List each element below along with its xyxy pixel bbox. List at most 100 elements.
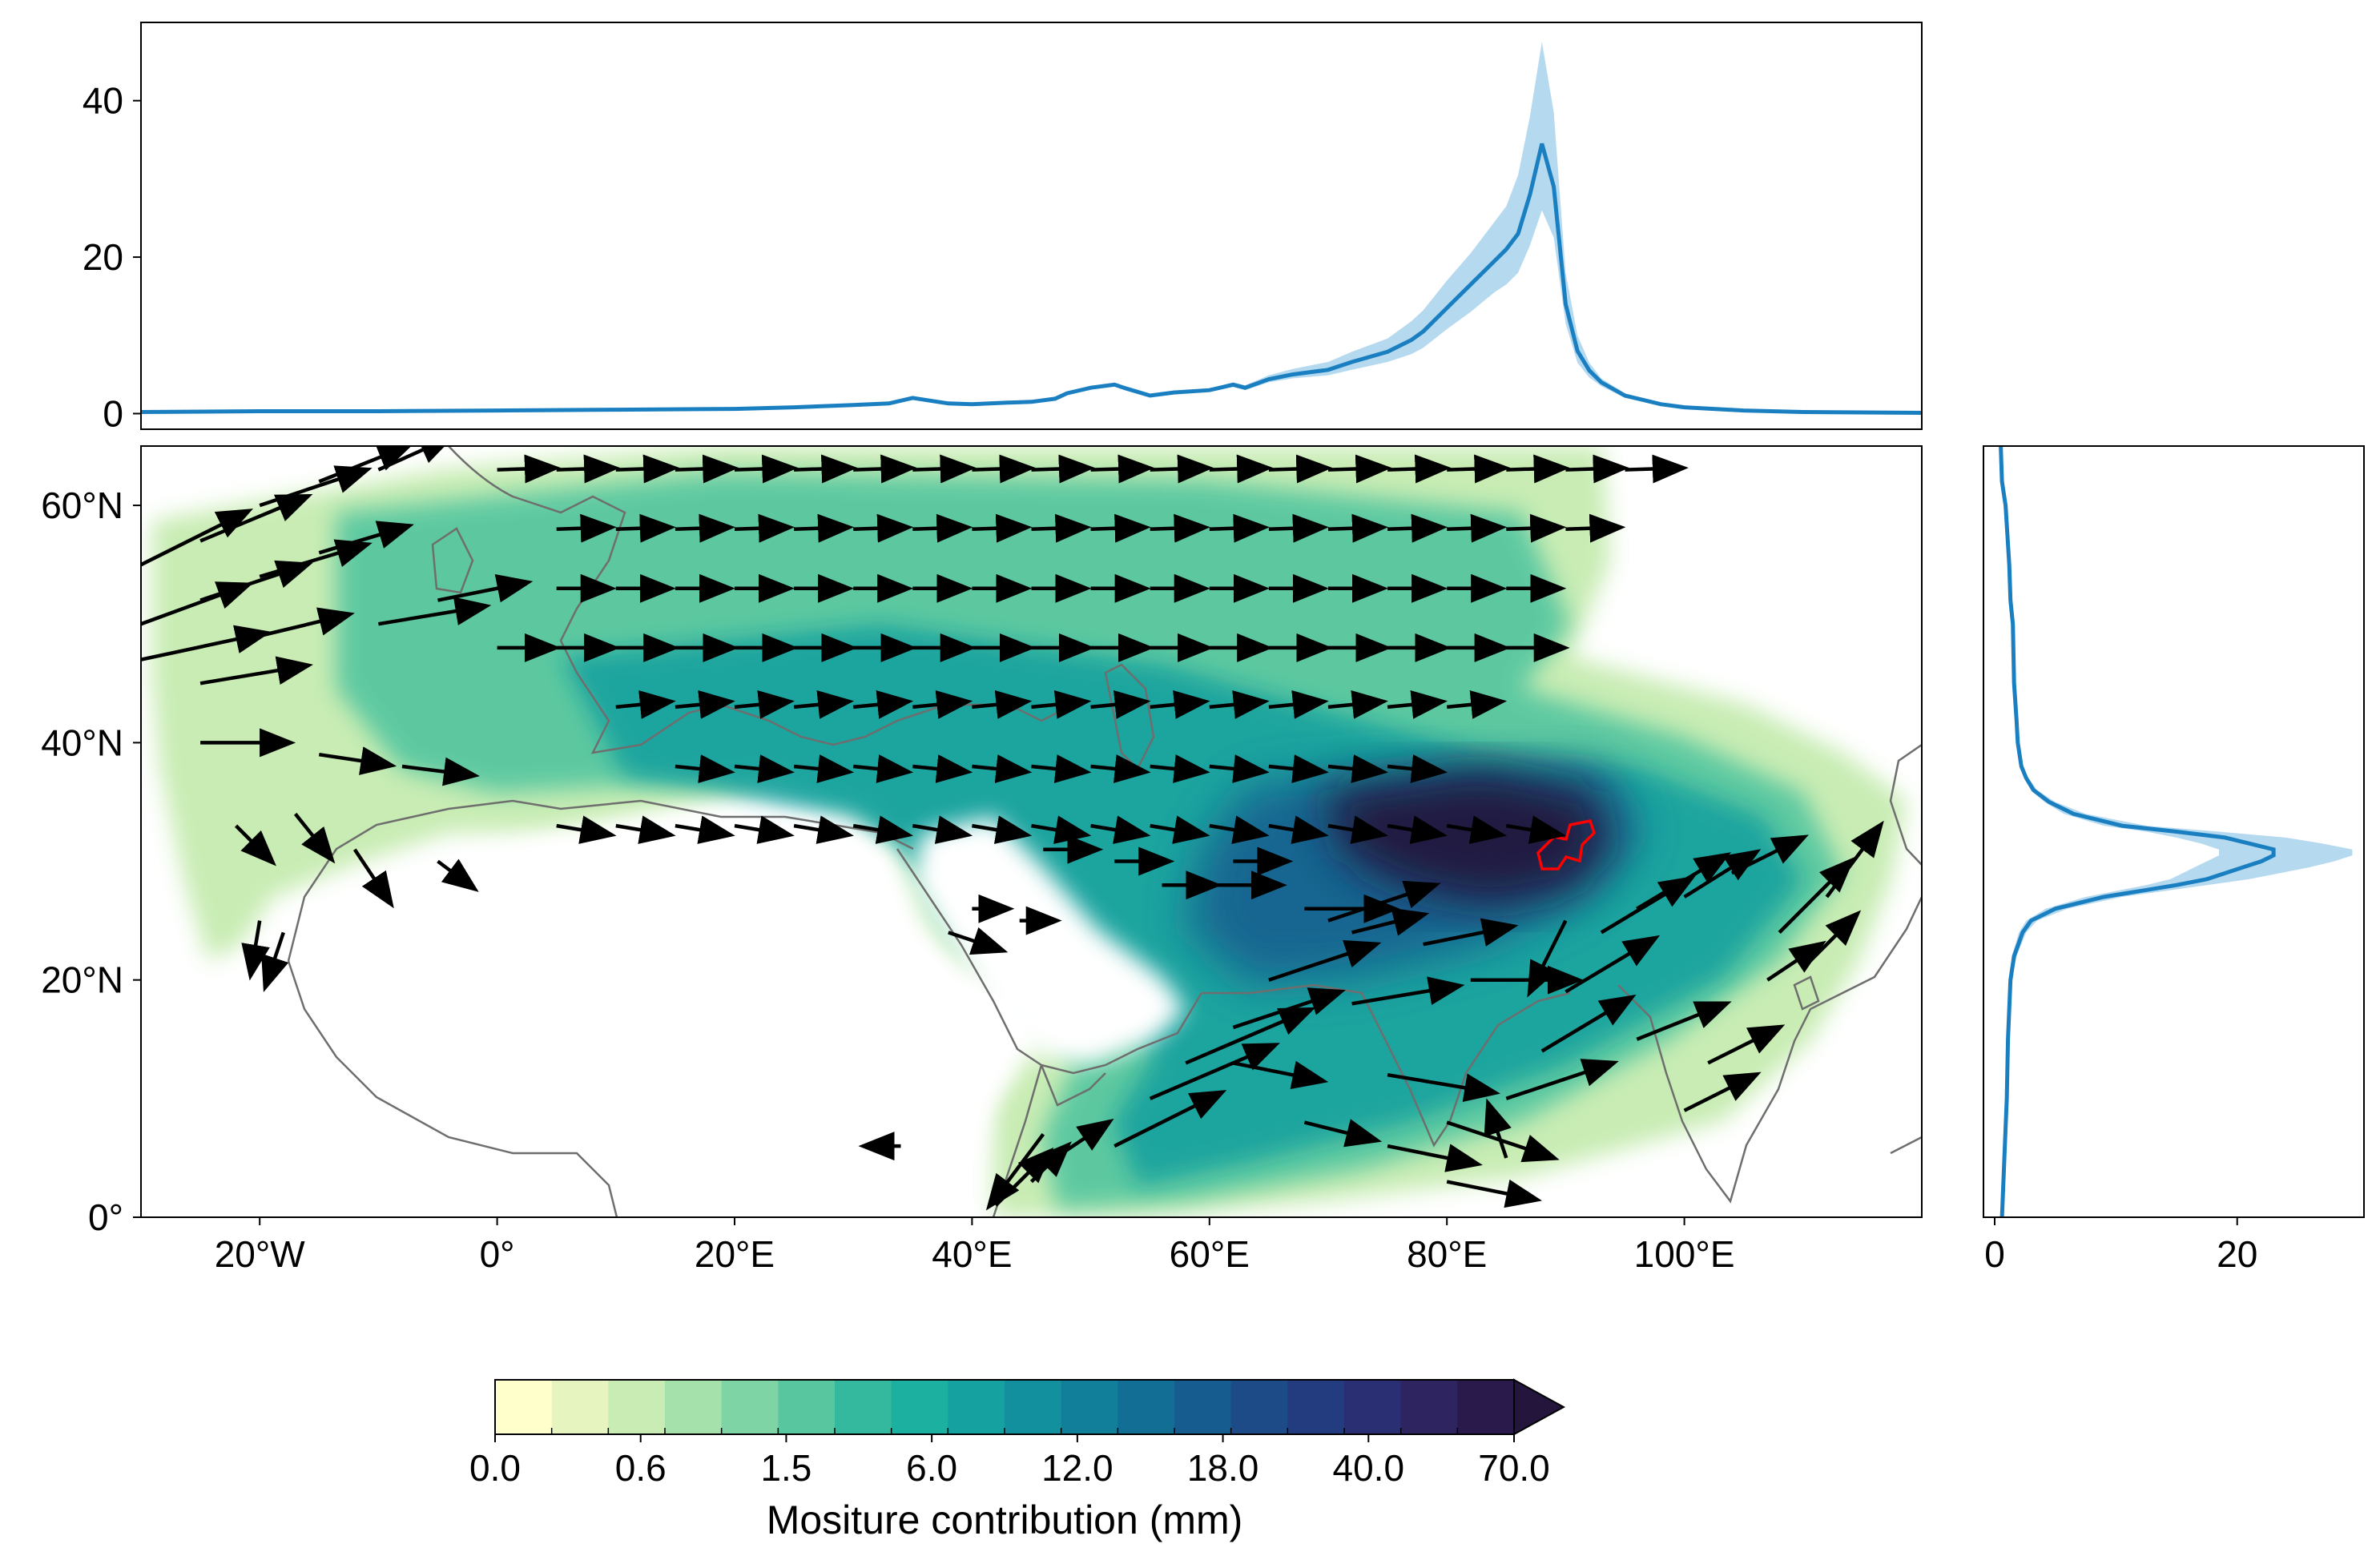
moisture-core-region	[1322, 769, 1610, 905]
flux-vector	[912, 815, 973, 844]
flux-vector	[318, 746, 397, 775]
flux-vector	[1031, 815, 1092, 844]
flux-vector	[1185, 1007, 1316, 1065]
flux-vector	[1150, 815, 1210, 844]
flux-vector	[235, 824, 276, 866]
flux-vector	[1387, 815, 1448, 844]
flux-vector	[1387, 754, 1448, 783]
colorbar-tick-label: 40.0	[1333, 1447, 1405, 1489]
coastline-borneo	[1890, 1136, 1922, 1155]
lon-tick-label: 0°	[480, 1233, 515, 1275]
flux-vector	[1802, 910, 1862, 970]
colorbar-tick-label: 1.5	[760, 1447, 811, 1489]
flux-vector	[1090, 454, 1154, 484]
flux-vector	[675, 690, 735, 719]
flux-vector	[1825, 820, 1884, 899]
map-panel: 20°W 0° 20°E 40°E 60°E 80°E 100°E 0° 20°N 40°N 60°…	[41, 445, 1923, 1275]
sahara-dry-region	[288, 809, 1009, 1217]
flux-vector	[1209, 454, 1274, 484]
flux-vector	[199, 494, 313, 543]
colorbar-cell	[721, 1380, 779, 1434]
flux-vector	[141, 625, 272, 661]
flux-vector	[912, 513, 973, 543]
coastline-east-asia	[1889, 743, 1922, 866]
colorbar-cell	[835, 1380, 892, 1434]
flux-vector	[556, 815, 617, 844]
colorbar-ticks: 0.0 0.6 1.5 6.0 12.0 18.0 40.0 70.0	[469, 1428, 1550, 1489]
flux-vector	[1506, 454, 1570, 484]
colorbar-cell	[1005, 1380, 1062, 1434]
side-panel-frame	[1983, 445, 2365, 1218]
flux-vector	[1446, 815, 1508, 844]
flux-vector	[1505, 815, 1567, 844]
flux-vector	[615, 513, 676, 543]
moisture-flux-vectors	[141, 446, 1884, 1211]
flux-vector	[1707, 1024, 1786, 1065]
flux-vector	[1387, 1144, 1483, 1172]
coastline-southeast-asia	[1617, 896, 1922, 1204]
top-profile-uncertainty-band	[141, 42, 1922, 413]
flux-vector	[793, 815, 854, 844]
flux-vector	[318, 446, 414, 484]
colorbar-title: Mositure contribution (mm)	[767, 1498, 1243, 1542]
flux-vector	[852, 754, 914, 783]
flux-vector	[1327, 690, 1388, 719]
flux-vector	[1636, 1001, 1732, 1041]
flux-vector	[1031, 513, 1092, 543]
coastline-caspian	[1104, 663, 1155, 771]
flux-vector	[1600, 875, 1696, 935]
flux-vector	[378, 597, 492, 626]
flux-vector	[1150, 454, 1214, 484]
flux-vector	[1232, 987, 1346, 1030]
flux-vector	[1423, 918, 1519, 947]
flux-vector	[1625, 454, 1689, 484]
colorbar-cell	[778, 1380, 836, 1434]
moisture-teal-region	[561, 625, 1802, 1185]
lat-tick-label: 20°N	[41, 959, 123, 1001]
colorbar-tick-label: 18.0	[1187, 1447, 1259, 1489]
flux-vector	[1540, 994, 1637, 1053]
map-ticks: 20°W 0° 20°E 40°E 60°E 80°E 100°E 0° 20°N 40°N 60°…	[41, 484, 1734, 1275]
side-profile-panel: 0 20	[1983, 445, 2365, 1275]
flux-vector	[1565, 454, 1629, 484]
flux-vector	[794, 454, 858, 484]
lon-tick-label: 20°W	[215, 1233, 306, 1275]
flux-vector	[1778, 857, 1855, 934]
flux-vector	[556, 454, 621, 484]
coastline-britain	[431, 527, 474, 594]
colorbar-extend-triangle	[1513, 1378, 1566, 1436]
side-panel-x-ticks: 0 20	[1984, 1217, 2257, 1275]
flux-vector	[793, 754, 855, 783]
flux-vector	[259, 465, 373, 508]
flux-vector	[1484, 1098, 1512, 1159]
flux-vector	[1327, 513, 1388, 543]
flux-vector	[1268, 940, 1382, 982]
side-x-tick-label: 20	[2217, 1233, 2257, 1275]
colorbar-cell	[665, 1380, 723, 1434]
flux-vector	[1232, 1060, 1329, 1089]
flux-vector	[199, 560, 313, 602]
flux-vector	[1527, 919, 1568, 998]
top-y-tick-label: 40	[83, 80, 123, 122]
arabian-peninsula-dry-region	[913, 817, 1186, 1065]
flux-vector	[1090, 815, 1151, 844]
flux-vector	[852, 815, 914, 844]
flux-vector	[199, 656, 313, 686]
colorbar-cell	[1174, 1380, 1232, 1434]
flux-vector	[1268, 815, 1329, 844]
flux-vector	[1150, 690, 1210, 719]
flux-vector	[1031, 454, 1095, 484]
colorbar-tick-label: 0.0	[469, 1447, 521, 1489]
colorbar-cells	[495, 1380, 1515, 1434]
flux-vector	[1149, 1043, 1280, 1100]
flux-vector	[1387, 513, 1448, 543]
flux-vector	[261, 931, 289, 992]
flux-vector	[912, 454, 977, 484]
flux-vector	[1090, 754, 1151, 783]
flux-vector	[985, 1132, 1045, 1211]
side-x-tick-label: 0	[1984, 1233, 2005, 1275]
colorbar-tick-label: 6.0	[906, 1447, 957, 1489]
flux-vector	[912, 690, 973, 719]
colorbar-tick-label: 12.0	[1041, 1447, 1113, 1489]
